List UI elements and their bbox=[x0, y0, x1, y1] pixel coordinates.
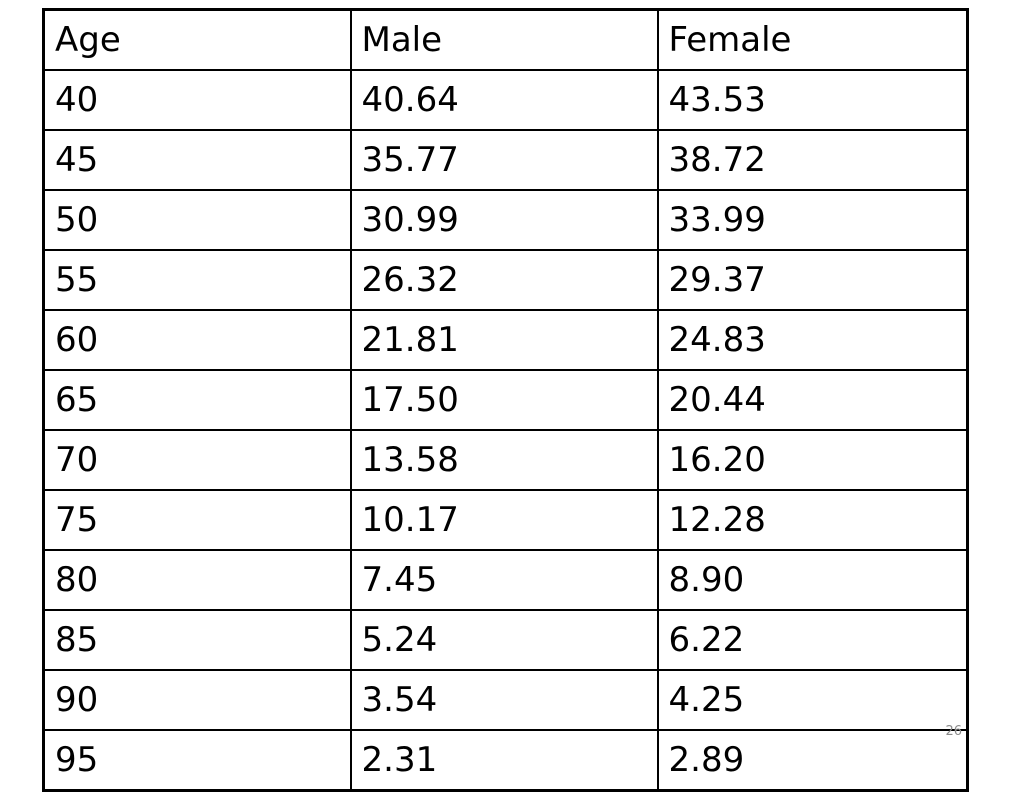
male-value-cell: 2.31 bbox=[349, 729, 659, 792]
table-row: 45 35.77 38.72 bbox=[42, 129, 969, 191]
age-cell: 75 bbox=[42, 489, 352, 551]
male-value-cell: 21.81 bbox=[349, 309, 659, 371]
slide: Age Male Female 40 40.64 43.53 45 35.77 38.72… bbox=[42, 8, 969, 792]
age-cell: 80 bbox=[42, 549, 352, 611]
female-value-cell: 38.72 bbox=[656, 129, 969, 191]
column-header-age: Age bbox=[42, 8, 352, 71]
male-value-cell: 13.58 bbox=[349, 429, 659, 491]
female-value-cell: 12.28 bbox=[656, 489, 969, 551]
age-cell: 45 bbox=[42, 129, 352, 191]
age-cell: 90 bbox=[42, 669, 352, 731]
age-cell: 60 bbox=[42, 309, 352, 371]
table-row: 65 17.50 20.44 bbox=[42, 369, 969, 431]
male-value-cell: 10.17 bbox=[349, 489, 659, 551]
female-value-cell: 2.89 bbox=[656, 729, 969, 792]
age-cell: 70 bbox=[42, 429, 352, 491]
table-row: 80 7.45 8.90 bbox=[42, 549, 969, 611]
table-row: 75 10.17 12.28 bbox=[42, 489, 969, 551]
table-row: 60 21.81 24.83 bbox=[42, 309, 969, 371]
female-value-cell: 16.20 bbox=[656, 429, 969, 491]
table-row: 90 3.54 4.25 bbox=[42, 669, 969, 731]
table-header-row: Age Male Female bbox=[42, 8, 969, 71]
age-cell: 55 bbox=[42, 249, 352, 311]
male-value-cell: 26.32 bbox=[349, 249, 659, 311]
male-value-cell: 7.45 bbox=[349, 549, 659, 611]
female-value-cell: 29.37 bbox=[656, 249, 969, 311]
age-cell: 95 bbox=[42, 729, 352, 792]
data-table: Age Male Female 40 40.64 43.53 45 35.77 38.72… bbox=[42, 8, 969, 792]
table-row: 55 26.32 29.37 bbox=[42, 249, 969, 311]
male-value-cell: 40.64 bbox=[349, 69, 659, 131]
column-header-female: Female bbox=[656, 8, 969, 71]
age-cell: 65 bbox=[42, 369, 352, 431]
table-row: 85 5.24 6.22 bbox=[42, 609, 969, 671]
column-header-male: Male bbox=[349, 8, 659, 71]
female-value-cell: 33.99 bbox=[656, 189, 969, 251]
female-value-cell: 24.83 bbox=[656, 309, 969, 371]
table-body: 40 40.64 43.53 45 35.77 38.72 50 30.99 33.99 55 26… bbox=[42, 69, 969, 792]
table-row: 40 40.64 43.53 bbox=[42, 69, 969, 131]
female-value-cell: 6.22 bbox=[656, 609, 969, 671]
age-cell: 85 bbox=[42, 609, 352, 671]
age-cell: 50 bbox=[42, 189, 352, 251]
age-cell: 40 bbox=[42, 69, 352, 131]
female-value-cell: 43.53 bbox=[656, 69, 969, 131]
male-value-cell: 5.24 bbox=[349, 609, 659, 671]
female-value-cell: 20.44 bbox=[656, 369, 969, 431]
table-row: 50 30.99 33.99 bbox=[42, 189, 969, 251]
table-row: 95 2.31 2.89 bbox=[42, 729, 969, 792]
male-value-cell: 17.50 bbox=[349, 369, 659, 431]
table-row: 70 13.58 16.20 bbox=[42, 429, 969, 491]
female-value-cell: 4.25 bbox=[656, 669, 969, 731]
male-value-cell: 30.99 bbox=[349, 189, 659, 251]
male-value-cell: 3.54 bbox=[349, 669, 659, 731]
male-value-cell: 35.77 bbox=[349, 129, 659, 191]
slide-number: 26 bbox=[945, 724, 962, 739]
female-value-cell: 8.90 bbox=[656, 549, 969, 611]
